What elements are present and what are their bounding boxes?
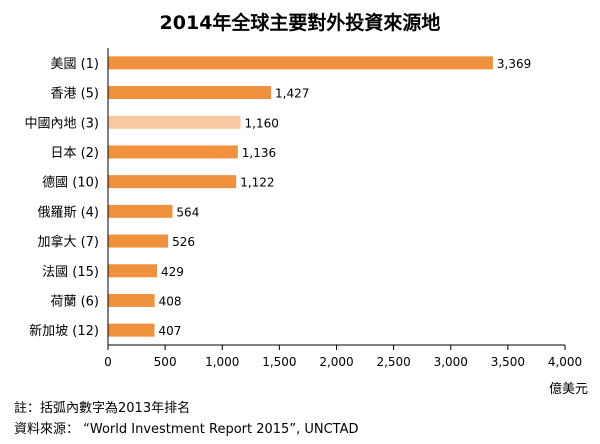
bar <box>108 234 169 248</box>
x-tick-label: 1,500 <box>262 355 296 369</box>
bar <box>108 204 173 218</box>
category-label: 俄羅斯 (4) <box>37 205 99 220</box>
category-label: 美國 (1) <box>50 57 99 72</box>
x-tick-label: 1,000 <box>205 355 239 369</box>
x-tick-label: 3,500 <box>491 355 525 369</box>
category-label: 香港 (5) <box>50 87 99 102</box>
x-tick-label: 2,000 <box>319 355 353 369</box>
category-label: 德國 (10) <box>42 176 99 191</box>
bar <box>108 56 493 70</box>
bar <box>108 115 241 129</box>
chart-title: 2014年全球主要對外投資來源地 <box>159 12 441 34</box>
bar <box>108 323 155 337</box>
bar <box>108 145 238 159</box>
data-label: 1,427 <box>275 87 309 101</box>
bar <box>108 264 158 278</box>
category-label: 法國 (15) <box>42 265 99 280</box>
data-label: 408 <box>159 294 182 308</box>
x-tick-label: 2,500 <box>376 355 410 369</box>
data-label: 526 <box>172 235 195 249</box>
category-label: 日本 (2) <box>50 146 99 161</box>
footnote-ranking: 註：括弧內數字為2013年排名 <box>14 401 191 416</box>
source-note: 資料來源： “World Investment Report 2015”, UN… <box>14 422 359 437</box>
data-label: 1,160 <box>245 116 279 130</box>
bar <box>108 293 155 307</box>
data-label: 564 <box>176 205 199 219</box>
data-label: 407 <box>158 324 181 338</box>
x-tick-label: 0 <box>104 355 112 369</box>
bar <box>108 175 237 189</box>
data-label: 3,369 <box>497 57 531 71</box>
x-axis-unit-label: 億美元 <box>549 381 588 397</box>
x-tick-label: 4,000 <box>548 355 582 369</box>
data-label: 429 <box>161 265 184 279</box>
x-tick-label: 3,000 <box>434 355 468 369</box>
bar <box>108 86 272 100</box>
category-label: 荷蘭 (6) <box>50 293 99 309</box>
data-label: 1,122 <box>240 176 274 190</box>
category-label: 中國內地 (3) <box>24 116 99 131</box>
data-label: 1,136 <box>242 146 276 160</box>
category-label: 新加坡 (12) <box>29 323 99 339</box>
category-label: 加拿大 (7) <box>37 234 99 250</box>
x-tick-label: 500 <box>154 355 177 369</box>
